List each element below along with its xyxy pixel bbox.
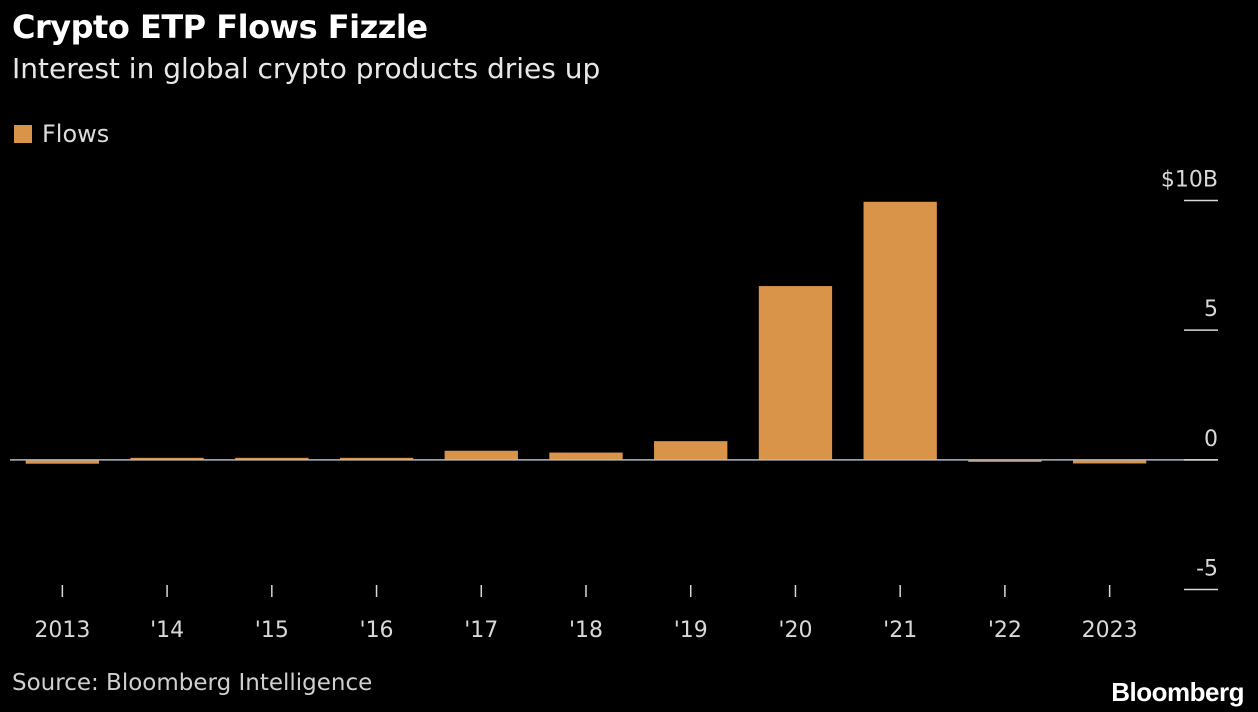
bar-21 — [863, 201, 937, 460]
x-tick-label: '21 — [883, 618, 917, 643]
legend: Flows — [14, 120, 109, 148]
bar-16 — [339, 457, 414, 460]
bar-14 — [130, 457, 204, 460]
y-tick-label: $10B — [1161, 168, 1218, 193]
x-tick-label: '17 — [464, 618, 498, 643]
bar-19 — [654, 441, 728, 460]
y-tick-label: 0 — [1204, 427, 1218, 452]
x-tick-label: '18 — [569, 618, 603, 643]
y-axis: $10B 5 0 -5 — [1161, 168, 1218, 591]
bar-22 — [968, 459, 1042, 462]
bar-15 — [235, 457, 309, 460]
bar-17 — [444, 450, 518, 460]
legend-swatch-flows — [14, 125, 32, 143]
x-tick-label: '20 — [778, 618, 812, 643]
x-tick-label: '19 — [674, 618, 708, 643]
x-tick-label: 2013 — [34, 618, 90, 643]
x-tick-label: '15 — [255, 618, 289, 643]
bars-group — [25, 201, 1147, 464]
bar-2023 — [1072, 459, 1147, 464]
y-tick-label: 5 — [1204, 297, 1218, 322]
x-tick-label: '16 — [360, 618, 394, 643]
x-tick-label: 2023 — [1082, 618, 1138, 643]
bar-2013 — [25, 459, 100, 464]
bar-18 — [549, 452, 623, 460]
chart-title: Crypto ETP Flows Fizzle — [12, 8, 428, 46]
source-note: Source: Bloomberg Intelligence — [12, 670, 373, 696]
chart-subtitle: Interest in global crypto products dries… — [12, 52, 601, 85]
brand-logo: Bloomberg — [1111, 677, 1244, 707]
x-tick-label: '14 — [150, 618, 184, 643]
bar-20 — [758, 286, 833, 460]
y-tick-label: -5 — [1196, 557, 1218, 582]
x-axis: 2013 '14 '15 '16 '17 '18 '19 '20 '21 '22 2023 — [34, 585, 1138, 643]
x-tick-label: '22 — [988, 618, 1022, 643]
legend-label-flows: Flows — [42, 120, 110, 148]
